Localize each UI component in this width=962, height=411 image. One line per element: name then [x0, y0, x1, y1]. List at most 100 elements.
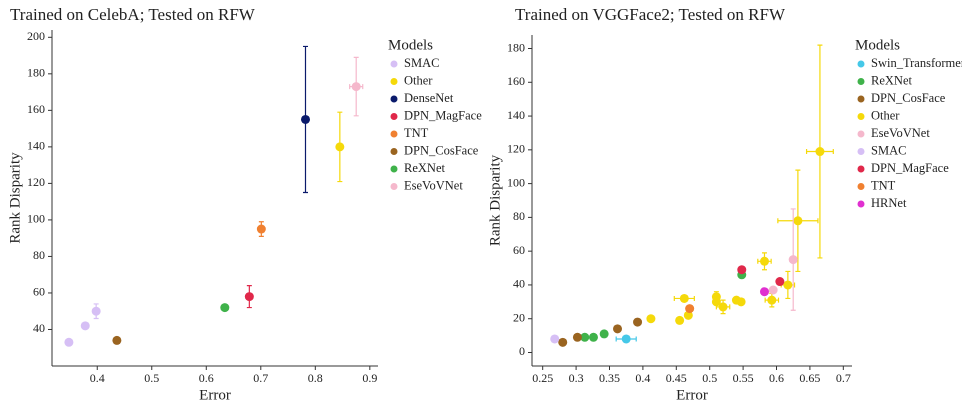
legend-swatch: [857, 148, 865, 155]
point: [736, 297, 746, 307]
x-tick-label: 0.6: [769, 371, 784, 385]
x-tick-label: 0.25: [532, 371, 553, 385]
legend-swatch: [390, 183, 398, 190]
legend-label: EseVoVNet: [871, 126, 930, 140]
x-tick-label: 0.6: [199, 371, 214, 385]
legend-swatch: [390, 78, 398, 85]
x-tick-label: 0.7: [253, 371, 268, 385]
x-tick-label: 0.55: [733, 371, 754, 385]
point: [793, 216, 803, 226]
legend-label: TNT: [404, 126, 429, 140]
y-tick-label: 40: [513, 277, 525, 291]
legend-swatch: [390, 60, 398, 68]
point: [580, 332, 590, 342]
point: [588, 332, 598, 342]
legend-swatch: [857, 60, 865, 68]
point: [788, 255, 798, 265]
legend-swatch: [390, 113, 398, 120]
legend-label: Swin_Transformer: [871, 56, 962, 70]
legend-label: DPN_CosFace: [404, 143, 479, 157]
x-tick-label: 0.5: [702, 371, 717, 385]
point: [572, 332, 582, 342]
y-tick-label: 120: [507, 142, 525, 156]
point: [711, 297, 721, 307]
legend-label: HRNet: [871, 196, 907, 210]
legend-swatch: [857, 95, 865, 103]
legend-swatch: [857, 165, 865, 173]
legend-swatch: [390, 130, 398, 138]
y-tick-label: 0: [519, 344, 525, 358]
point: [683, 310, 693, 320]
point: [351, 82, 361, 92]
legend-label: DenseNet: [404, 91, 454, 105]
y-tick-label: 60: [513, 243, 525, 257]
point: [613, 324, 623, 334]
legend-label: Other: [871, 108, 900, 122]
y-tick-label: 140: [27, 139, 45, 153]
y-tick-label: 180: [507, 40, 525, 54]
point: [112, 335, 122, 345]
y-tick-label: 120: [27, 175, 45, 189]
legend-swatch: [857, 200, 865, 208]
point: [64, 337, 74, 347]
point: [80, 321, 90, 331]
legend-swatch: [390, 148, 398, 155]
point: [256, 224, 266, 234]
point: [783, 280, 793, 290]
point: [244, 292, 254, 302]
x-tick-label: 0.7: [836, 371, 851, 385]
legend-label: ReXNet: [871, 73, 912, 87]
legend-swatch: [857, 113, 865, 120]
y-tick-label: 80: [513, 209, 525, 223]
y-tick-label: 80: [33, 248, 45, 262]
point: [737, 265, 747, 275]
point: [775, 277, 785, 287]
point: [759, 256, 769, 266]
y-tick-label: 100: [507, 175, 525, 189]
y-tick-label: 160: [507, 74, 525, 88]
point: [679, 293, 689, 303]
x-tick-label: 0.8: [308, 371, 323, 385]
legend-swatch: [857, 130, 865, 138]
point: [558, 337, 568, 347]
legend-label: DPN_MagFace: [404, 108, 482, 122]
y-tick-label: 40: [33, 321, 45, 335]
legend-label: SMAC: [871, 143, 906, 157]
x-tick-label: 0.4: [635, 371, 650, 385]
x-tick-label: 0.4: [90, 371, 105, 385]
point: [599, 329, 609, 339]
x-tick-label: 0.5: [144, 371, 159, 385]
point: [633, 317, 643, 327]
legend-label: SMAC: [404, 56, 439, 70]
y-tick-label: 140: [507, 108, 525, 122]
x-tick-label: 0.3: [569, 371, 584, 385]
y-tick-label: 100: [27, 212, 45, 226]
y-tick-label: 160: [27, 102, 45, 116]
legend-title: Models: [388, 37, 433, 53]
y-tick-label: 60: [33, 285, 45, 299]
point: [815, 147, 825, 157]
x-tick-label: 0.35: [599, 371, 620, 385]
point: [685, 304, 695, 314]
x-axis-label: Error: [676, 387, 708, 403]
legend-swatch: [390, 95, 398, 103]
legend-swatch: [390, 165, 398, 173]
point: [91, 306, 101, 316]
legend-label: DPN_MagFace: [871, 161, 949, 175]
point: [767, 295, 777, 305]
legend-label: Other: [404, 73, 433, 87]
point: [550, 334, 560, 344]
y-axis-label: Rank Disparity: [487, 154, 503, 246]
x-axis-label: Error: [199, 387, 231, 403]
legend-label: EseVoVNet: [404, 178, 463, 192]
y-tick-label: 200: [27, 29, 45, 43]
point: [759, 287, 769, 297]
y-axis-label: Rank Disparity: [7, 152, 23, 244]
legend-label: TNT: [871, 178, 896, 192]
point: [718, 302, 728, 312]
point: [646, 314, 656, 324]
point: [621, 334, 631, 344]
legend-label: ReXNet: [404, 161, 445, 175]
x-tick-label: 0.9: [362, 371, 377, 385]
